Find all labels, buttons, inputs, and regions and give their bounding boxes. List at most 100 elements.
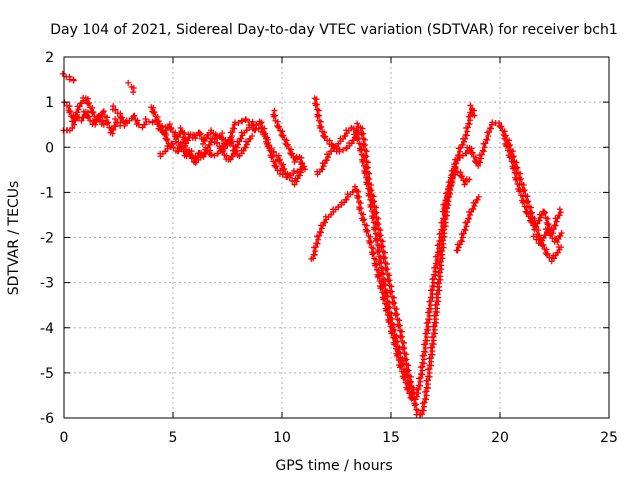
data-point bbox=[407, 383, 414, 390]
data-point bbox=[442, 197, 449, 204]
data-point bbox=[470, 107, 477, 114]
data-point bbox=[528, 218, 535, 225]
series-15 bbox=[530, 226, 565, 247]
data-point bbox=[400, 339, 407, 346]
data-point bbox=[196, 131, 203, 138]
y-tick-label: -5 bbox=[40, 366, 54, 382]
data-point bbox=[130, 89, 137, 96]
data-point bbox=[109, 130, 116, 137]
data-point bbox=[390, 321, 397, 328]
data-point bbox=[317, 118, 324, 125]
data-point bbox=[400, 360, 407, 367]
data-point bbox=[393, 333, 400, 340]
data-point bbox=[360, 211, 367, 218]
data-point bbox=[177, 125, 184, 131]
data-point bbox=[544, 215, 551, 222]
data-point bbox=[483, 136, 490, 143]
data-point bbox=[283, 142, 290, 149]
data-point bbox=[237, 135, 244, 142]
data-point bbox=[364, 227, 371, 234]
data-point bbox=[105, 119, 112, 126]
data-point bbox=[386, 272, 393, 279]
data-point bbox=[434, 287, 441, 294]
data-point bbox=[318, 225, 325, 232]
data-point bbox=[475, 162, 482, 169]
data-point bbox=[112, 106, 119, 113]
data-point bbox=[476, 158, 483, 165]
data-point bbox=[517, 187, 524, 194]
data-point bbox=[365, 192, 372, 199]
data-point bbox=[100, 108, 107, 115]
data-point bbox=[506, 148, 513, 155]
data-point bbox=[554, 239, 561, 246]
data-point bbox=[425, 316, 432, 323]
data-point bbox=[348, 140, 355, 147]
data-point bbox=[343, 145, 350, 152]
data-point bbox=[232, 119, 239, 126]
data-point bbox=[239, 118, 246, 125]
data-point bbox=[386, 299, 393, 306]
data-point bbox=[556, 206, 563, 213]
data-point bbox=[370, 209, 377, 216]
data-point bbox=[436, 265, 443, 272]
data-point bbox=[520, 198, 527, 205]
data-point bbox=[243, 127, 250, 134]
data-point bbox=[475, 193, 482, 200]
data-point bbox=[451, 163, 458, 170]
x-axis-ticks: 0 5 10 15 20 25 bbox=[60, 57, 618, 446]
data-point bbox=[432, 260, 439, 267]
data-point bbox=[336, 146, 343, 153]
data-point bbox=[313, 96, 320, 103]
y-tick-label: -2 bbox=[40, 231, 54, 247]
data-point bbox=[174, 148, 181, 155]
x-tick-label: 15 bbox=[382, 430, 400, 446]
data-point bbox=[396, 322, 403, 329]
y-tick-label: 1 bbox=[45, 95, 54, 111]
data-point bbox=[166, 121, 173, 128]
data-point bbox=[367, 239, 374, 246]
data-point bbox=[188, 148, 195, 155]
data-point bbox=[163, 136, 170, 143]
data-point bbox=[162, 148, 169, 155]
data-point bbox=[121, 122, 128, 129]
data-point bbox=[315, 107, 322, 114]
data-point bbox=[272, 163, 279, 170]
data-point bbox=[468, 150, 475, 157]
data-point bbox=[449, 171, 456, 178]
data-point bbox=[385, 305, 392, 312]
data-point bbox=[321, 160, 328, 167]
data-point bbox=[485, 132, 492, 139]
data-point bbox=[430, 330, 437, 337]
data-point bbox=[368, 197, 375, 204]
data-point bbox=[478, 151, 485, 158]
data-point bbox=[558, 229, 565, 236]
data-point bbox=[355, 188, 362, 195]
data-point bbox=[69, 125, 76, 132]
data-point bbox=[268, 154, 275, 161]
data-point bbox=[340, 147, 347, 154]
data-point bbox=[450, 167, 457, 174]
data-point bbox=[382, 294, 389, 301]
data-point bbox=[539, 242, 546, 249]
data-point bbox=[362, 163, 369, 170]
data-point bbox=[261, 131, 268, 138]
data-point bbox=[409, 393, 416, 400]
data-point bbox=[167, 125, 174, 132]
data-point bbox=[241, 144, 248, 151]
data-point bbox=[458, 173, 465, 180]
data-point bbox=[511, 164, 518, 171]
data-point bbox=[317, 125, 324, 131]
data-point bbox=[371, 226, 378, 233]
data-point bbox=[489, 119, 496, 126]
data-point bbox=[298, 154, 305, 161]
data-point bbox=[232, 148, 239, 155]
series-2 bbox=[60, 108, 107, 134]
y-tick-label: -4 bbox=[40, 321, 54, 337]
data-point bbox=[439, 208, 446, 215]
data-point bbox=[513, 170, 520, 177]
data-point bbox=[465, 120, 472, 127]
data-point bbox=[372, 220, 379, 227]
data-point bbox=[372, 262, 379, 269]
data-point bbox=[181, 136, 188, 143]
data-point bbox=[354, 136, 361, 143]
